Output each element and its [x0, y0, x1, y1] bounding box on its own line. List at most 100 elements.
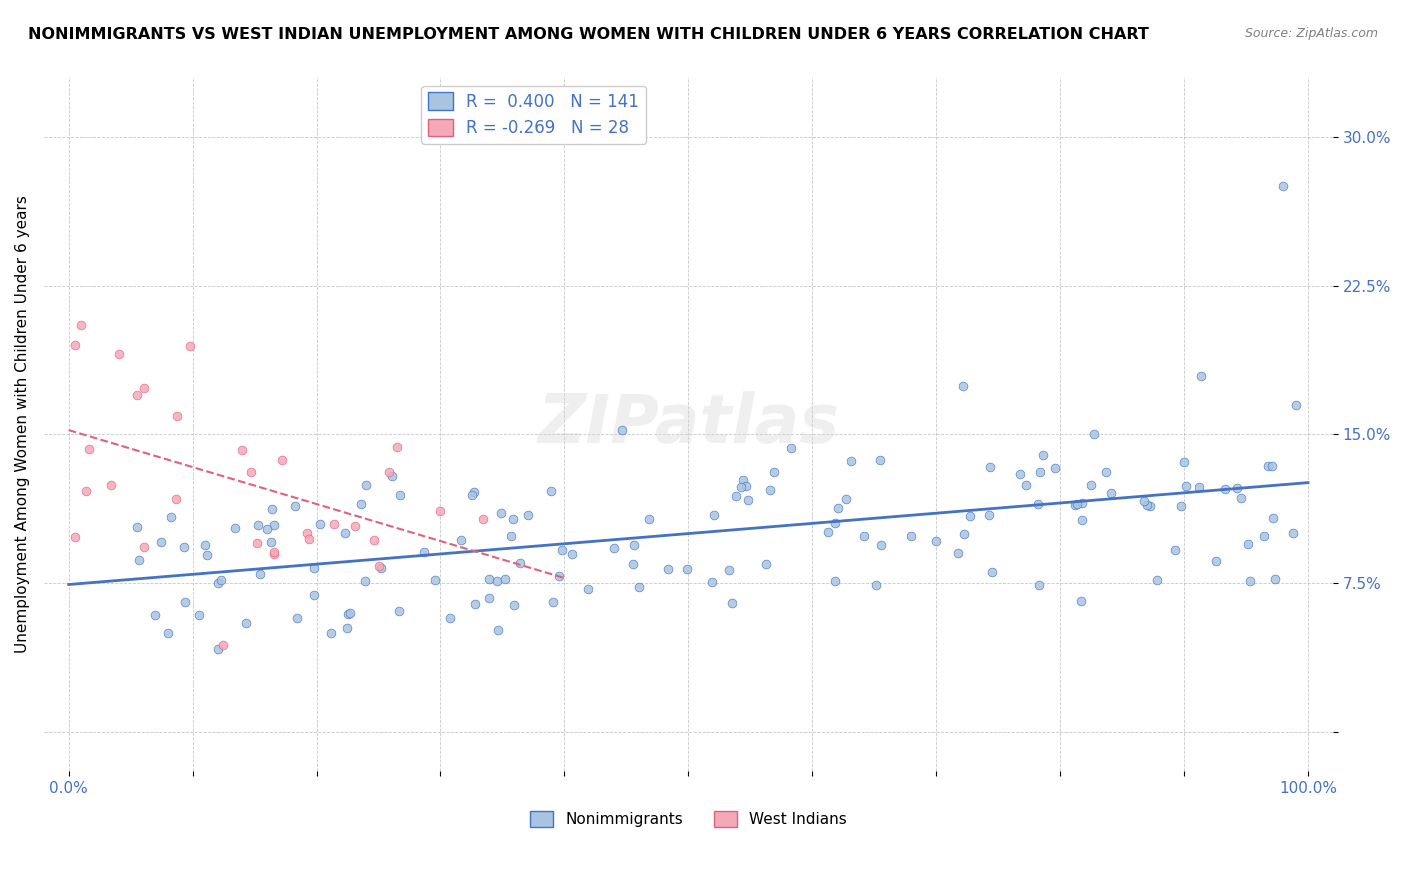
Point: [1146, 574, 1168, 588]
Point: [450, 533, 472, 548]
Point: [1136, 498, 1159, 512]
Point: [235, 615, 257, 630]
Point: [1205, 554, 1227, 568]
Point: [246, 535, 269, 549]
Point: [1032, 448, 1054, 462]
Point: [323, 516, 346, 531]
Point: [853, 529, 876, 543]
Point: [1229, 491, 1251, 506]
Point: [502, 512, 524, 526]
Legend: Nonimmigrants, West Indians: Nonimmigrants, West Indians: [524, 805, 852, 833]
Point: [576, 582, 599, 596]
Point: [603, 541, 626, 555]
Point: [1213, 482, 1236, 496]
Point: [304, 561, 326, 575]
Point: [721, 596, 744, 610]
Point: [517, 508, 540, 522]
Point: [509, 556, 531, 570]
Point: [494, 572, 516, 586]
Point: [501, 528, 523, 542]
Point: [309, 516, 332, 531]
Point: [1099, 485, 1122, 500]
Point: [551, 542, 574, 557]
Point: [256, 522, 278, 536]
Point: [160, 510, 183, 524]
Point: [735, 479, 758, 493]
Point: [174, 595, 197, 609]
Point: [353, 574, 375, 588]
Point: [304, 588, 326, 602]
Point: [425, 573, 447, 587]
Point: [149, 535, 172, 549]
Point: [350, 497, 373, 511]
Point: [637, 512, 659, 526]
Point: [381, 468, 404, 483]
Point: [953, 527, 976, 541]
Point: [388, 604, 411, 618]
Point: [77, 442, 100, 456]
Point: [239, 465, 262, 479]
Point: [952, 379, 974, 393]
Point: [1253, 528, 1275, 542]
Point: [1164, 543, 1187, 558]
Point: [70, 318, 93, 333]
Point: [870, 538, 893, 552]
Point: [439, 611, 461, 625]
Point: [817, 524, 839, 539]
Text: NONIMMIGRANTS VS WEST INDIAN UNEMPLOYMENT AMONG WOMEN WITH CHILDREN UNDER 6 YEAR: NONIMMIGRANTS VS WEST INDIAN UNEMPLOYMEN…: [28, 27, 1149, 42]
Point: [207, 641, 229, 656]
Point: [1239, 574, 1261, 589]
Point: [231, 442, 253, 457]
Point: [1095, 465, 1118, 479]
Point: [1173, 455, 1195, 469]
Point: [657, 562, 679, 576]
Point: [260, 534, 283, 549]
Point: [1066, 497, 1088, 511]
Point: [758, 483, 780, 498]
Point: [389, 488, 412, 502]
Point: [125, 388, 148, 402]
Point: [1010, 467, 1032, 481]
Point: [1170, 499, 1192, 513]
Point: [100, 478, 122, 492]
Point: [284, 499, 307, 513]
Point: [108, 347, 131, 361]
Point: [1188, 480, 1211, 494]
Point: [263, 517, 285, 532]
Point: [1028, 578, 1050, 592]
Point: [1281, 526, 1303, 541]
Point: [173, 541, 195, 555]
Point: [344, 519, 367, 533]
Point: [478, 591, 501, 605]
Point: [370, 561, 392, 575]
Point: [354, 477, 377, 491]
Point: [1189, 369, 1212, 384]
Point: [700, 574, 723, 589]
Point: [725, 489, 748, 503]
Point: [1064, 498, 1087, 512]
Point: [835, 491, 858, 506]
Point: [561, 547, 583, 561]
Point: [900, 529, 922, 543]
Point: [63, 530, 86, 544]
Point: [179, 339, 201, 353]
Point: [718, 563, 741, 577]
Point: [675, 562, 697, 576]
Point: [461, 488, 484, 502]
Point: [865, 578, 887, 592]
Point: [981, 565, 1004, 579]
Point: [367, 558, 389, 573]
Point: [298, 532, 321, 546]
Point: [471, 511, 494, 525]
Point: [363, 533, 385, 548]
Point: [925, 534, 948, 549]
Point: [1264, 572, 1286, 586]
Point: [824, 574, 846, 588]
Point: [246, 518, 269, 533]
Point: [489, 507, 512, 521]
Point: [1071, 496, 1094, 510]
Point: [1261, 458, 1284, 473]
Point: [463, 484, 485, 499]
Point: [959, 509, 981, 524]
Point: [1226, 481, 1249, 495]
